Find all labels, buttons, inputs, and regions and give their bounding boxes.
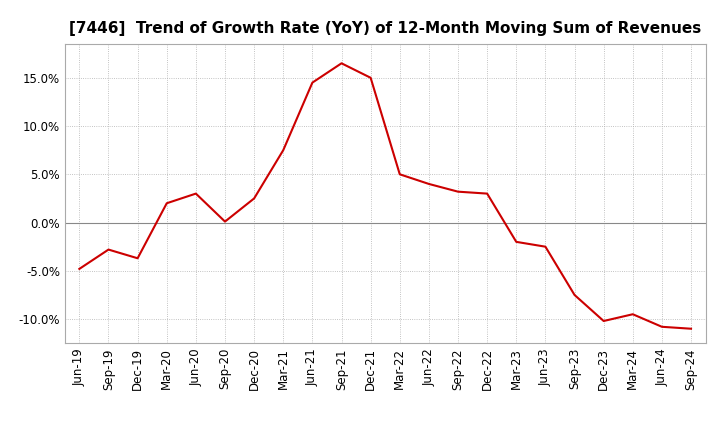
Title: [7446]  Trend of Growth Rate (YoY) of 12-Month Moving Sum of Revenues: [7446] Trend of Growth Rate (YoY) of 12-… xyxy=(69,21,701,36)
